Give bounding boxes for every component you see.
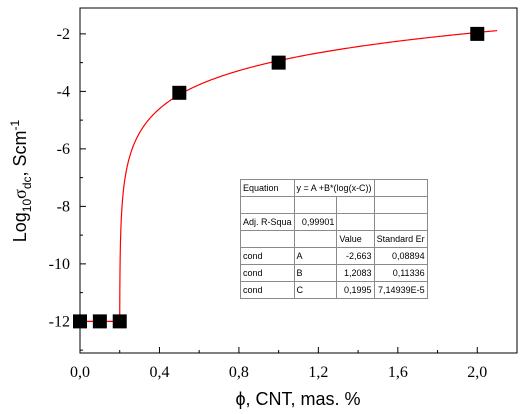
- table-cell: [373, 179, 428, 197]
- row-name: cond: [240, 281, 295, 299]
- y-tick-label: -6: [57, 141, 70, 158]
- data-point: [92, 314, 107, 329]
- table-cell: [373, 196, 428, 214]
- equation-label: Equation: [240, 179, 295, 197]
- y-title-exp: -1: [8, 119, 22, 130]
- table-row: [240, 196, 428, 214]
- table-row: Value Standard Er: [240, 230, 428, 248]
- x-tick-label: 2,0: [467, 364, 487, 381]
- y-tick-label: -4: [57, 83, 70, 100]
- plot-frame: [79, 7, 518, 354]
- y-ticks: -2 -4 -6 -8 -10 -12: [49, 26, 86, 351]
- table-row: cond B 1,2083 0,11336: [240, 264, 428, 282]
- x-tick-label: 0,0: [70, 364, 90, 381]
- y-title-log: Log: [10, 212, 30, 242]
- y-title-base: 10: [20, 199, 34, 213]
- table-cell: [293, 196, 338, 214]
- stderr-header: Standard Er: [373, 230, 428, 248]
- row-stderr: 0,11336: [373, 264, 428, 282]
- x-tick-label: 1,2: [308, 364, 328, 381]
- table-cell: [240, 196, 295, 214]
- row-param: C: [293, 281, 338, 299]
- data-point: [112, 314, 127, 329]
- y-tick-label: -8: [57, 198, 70, 215]
- y-axis-title: Log10σdc, Scm-1: [8, 119, 34, 242]
- y-title-sigma: σ: [10, 189, 30, 199]
- row-stderr: 7,14939E-5: [373, 281, 428, 299]
- data-point: [73, 314, 87, 329]
- table-row: cond C 0,1995 7,14939E-5: [240, 281, 428, 299]
- x-tick-label: 0,8: [229, 364, 249, 381]
- table-cell: [373, 213, 428, 231]
- row-stderr: 0,08894: [373, 247, 428, 265]
- data-point: [271, 55, 286, 70]
- adj-r-label: Adj. R-Squa: [240, 213, 295, 231]
- x-tick-label: 1,6: [388, 364, 408, 381]
- row-value: -2,663: [336, 247, 375, 265]
- value-header: Value: [336, 230, 375, 248]
- table-row: Adj. R-Squa 0,99901: [240, 213, 428, 231]
- row-name: cond: [240, 264, 295, 282]
- table-cell: [336, 213, 375, 231]
- y-tick-label: -2: [57, 26, 70, 43]
- table-cell: [240, 230, 295, 248]
- y-title-dc: dc: [20, 176, 34, 189]
- data-points: [73, 26, 485, 329]
- row-value: 1,2083: [336, 264, 375, 282]
- equation-text: y = A +B*(log(x-C)): [293, 179, 375, 197]
- y-tick-label: -12: [49, 313, 70, 330]
- x-tick-label: 0,4: [149, 364, 169, 381]
- table-cell: [336, 196, 375, 214]
- row-name: cond: [240, 247, 295, 265]
- data-point: [470, 26, 485, 41]
- adj-r-value: 0,99901: [293, 213, 338, 231]
- y-title-unit: , Scm: [10, 130, 30, 176]
- row-value: 0,1995: [336, 281, 375, 299]
- table-cell: [293, 230, 338, 248]
- data-point: [172, 85, 187, 100]
- x-axis-title: ϕ, CNT, mas. %: [235, 389, 360, 409]
- table-row: Equation y = A +B*(log(x-C)): [240, 179, 428, 197]
- x-ticks: 0,0 0,4 0,8 1,2 1,6 2,0: [70, 347, 518, 381]
- table-row: cond A -2,663 0,08894: [240, 247, 428, 265]
- fit-results-table: Equation y = A +B*(log(x-C)) Adj. R-Squa…: [240, 179, 428, 299]
- fit-curve: [80, 30, 498, 322]
- y-tick-label: -10: [49, 256, 70, 273]
- row-param: B: [293, 264, 338, 282]
- row-param: A: [293, 247, 338, 265]
